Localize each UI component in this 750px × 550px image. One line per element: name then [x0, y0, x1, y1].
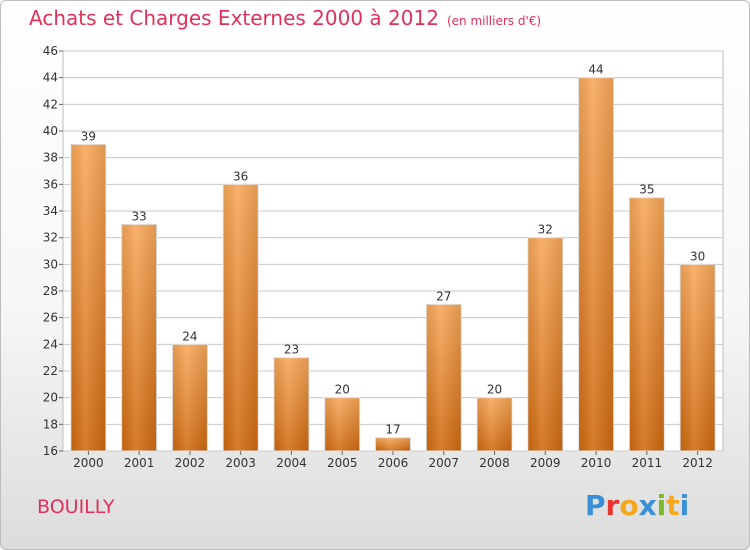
y-tick-label: 32 [43, 231, 58, 245]
bar-shading [324, 397, 360, 451]
logo-letter: r [605, 489, 620, 522]
data-label: 20 [335, 383, 350, 397]
data-label: 23 [284, 343, 299, 357]
plot-area [62, 50, 724, 452]
x-tick-label: 2003 [225, 456, 256, 470]
y-tick-label: 44 [43, 71, 58, 85]
y-tick-label: 40 [43, 124, 58, 138]
y-tick-label: 28 [43, 284, 58, 298]
y-tick-label: 36 [43, 177, 58, 191]
y-tick-label: 38 [43, 151, 58, 165]
y-tick-label: 34 [43, 204, 58, 218]
y-tick-label: 22 [43, 364, 58, 378]
data-label: 33 [132, 209, 147, 223]
x-tick-label: 2007 [428, 456, 459, 470]
proxiti-logo: Proxiti [585, 489, 689, 522]
logo-letter: P [585, 489, 606, 522]
x-tick-label: 2006 [378, 456, 409, 470]
x-tick-label: 2011 [632, 456, 663, 470]
x-tick-label: 2012 [682, 456, 713, 470]
bar-shading [680, 264, 716, 451]
logo-letter: o [619, 489, 639, 522]
data-label: 27 [436, 289, 451, 303]
title-unit: (en milliers d'€) [446, 14, 542, 28]
logo-letter: i [679, 489, 690, 522]
bar-shading [172, 344, 208, 451]
y-tick-label: 46 [43, 44, 58, 58]
bar-shading [629, 197, 665, 451]
data-label: 44 [588, 63, 603, 77]
data-label: 17 [385, 423, 400, 437]
x-tick-label: 2009 [530, 456, 561, 470]
y-tick-label: 24 [43, 337, 58, 351]
y-tick-label: 18 [43, 417, 58, 431]
x-tick-label: 2008 [479, 456, 510, 470]
logo-letter: x [638, 489, 657, 522]
logo-letter: t [666, 489, 680, 522]
title-text: Achats et Charges Externes 2000 à 2012 [29, 6, 439, 30]
y-tick-label: 16 [43, 444, 58, 458]
logo-letter: i [656, 489, 667, 522]
x-tick-label: 2005 [327, 456, 358, 470]
data-label: 35 [639, 183, 654, 197]
bar-shading [477, 397, 513, 451]
data-label: 20 [487, 383, 502, 397]
data-label: 30 [690, 249, 705, 263]
chart-title: Achats et Charges Externes 2000 à 2012 (e… [29, 6, 541, 30]
data-label: 24 [182, 329, 197, 343]
data-label: 36 [233, 169, 248, 183]
bar-shading [375, 437, 411, 451]
x-tick-label: 2004 [276, 456, 307, 470]
bar-shading [527, 237, 563, 451]
y-tick-label: 20 [43, 391, 58, 405]
x-tick-label: 2000 [73, 456, 104, 470]
y-tick-label: 42 [43, 97, 58, 111]
bar-shading [426, 304, 462, 451]
bar-shading [223, 184, 259, 452]
bar-shading [273, 357, 309, 451]
y-tick-label: 26 [43, 311, 58, 325]
town-name: BOUILLY [37, 496, 115, 518]
bar-shading [578, 77, 614, 452]
data-label: 32 [538, 223, 553, 237]
bar-shading [70, 144, 106, 452]
y-tick-label: 30 [43, 257, 58, 271]
bar-shading [121, 224, 157, 451]
data-label: 39 [81, 129, 96, 143]
x-tick-label: 2010 [581, 456, 612, 470]
x-tick-label: 2001 [124, 456, 155, 470]
x-tick-label: 2002 [175, 456, 206, 470]
